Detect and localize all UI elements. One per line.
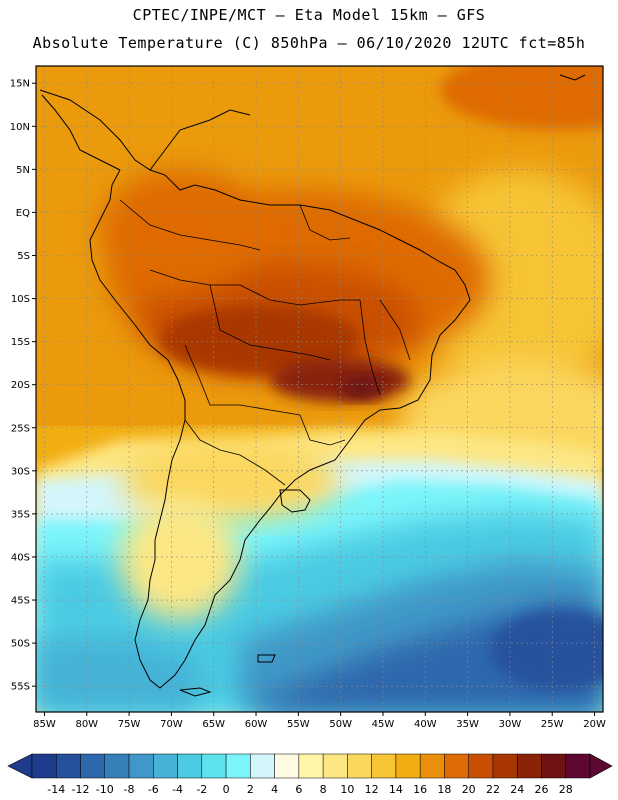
colorbar-swatch [395,753,421,779]
colorbar-label: 4 [271,783,278,796]
lon-tick-label: 80W [75,719,98,730]
colorbar-swatch [104,753,130,779]
colorbar-label: 14 [389,783,403,796]
colorbar-label: 18 [437,783,451,796]
colorbar-label: 10 [340,783,354,796]
colorbar-swatch [444,753,469,779]
colorbar-label: -14 [47,783,65,796]
colorbar-swatch [225,753,251,779]
colorbar-swatch [322,753,348,779]
lat-tick-label: 15N [10,79,30,90]
colorbar-label: -2 [196,783,207,796]
lon-tick-label: 20W [583,719,606,730]
colorbar-label: 8 [320,783,327,796]
colorbar-label: -4 [172,783,183,796]
lat-tick-label: 40S [11,552,30,563]
colorbar-swatch [565,753,591,779]
lat-tick-label: 20S [11,380,30,391]
colorbar-swatch [516,753,542,779]
lat-tick-label: 25S [11,423,30,434]
lon-tick-label: 55W [287,719,310,730]
colorbar-label: -12 [72,783,90,796]
temperature-field [36,66,603,712]
lat-tick-label: 10N [10,122,30,133]
colorbar-swatch [177,753,203,779]
lat-tick-label: 5S [17,251,30,262]
lat-tick-label: 35S [11,509,30,520]
lat-tick-label: 15S [11,337,30,348]
map-title-line-1: CPTEC/INPE/MCT – Eta Model 15km – GFS [132,6,486,24]
lon-tick-label: 85W [33,719,56,730]
colorbar-label: -10 [96,783,114,796]
colorbar-swatch [80,753,106,779]
lon-tick-label: 50W [329,719,352,730]
longitude-axis: 85W 80W 75W 70W 65W 60W 55W 50W 45W 40W 35W 30W 25W 2… [33,712,606,730]
colorbar-label: 20 [462,783,476,796]
map-title-line-2: Absolute Temperature (C) 850hPa – 06/10/… [32,34,586,52]
colorbar-label: 12 [365,783,379,796]
colorbar-label: 16 [413,783,427,796]
colorbar-swatch [468,753,494,779]
colorbar-swatch [31,753,57,779]
colorbar-label: -8 [124,783,135,796]
lon-tick-label: 30W [499,719,522,730]
coastline-outline [39,74,586,697]
colorbar-labels: -14 -12 -10 -8 -6 -4 -2 0 2 4 6 8 10 12 14 16 18 20 22 24 26… [47,783,572,796]
colorbar-label: 28 [559,783,573,796]
colorbar-swatch [56,753,81,779]
colorbar-swatch [250,753,275,779]
lon-tick-label: 40W [414,719,437,730]
lon-tick-label: 25W [541,719,564,730]
colorbar-swatch [153,753,178,779]
latitude-axis: 15N 10N 5N EQ 5S 10S 15S 20S 25S 30S 35S 40S 45S 50S 5… [10,79,36,693]
lon-tick-label: 70W [160,719,183,730]
colorbar-swatch [347,753,372,779]
lat-tick-label: EQ [16,208,30,219]
lon-tick-label: 35W [456,719,479,730]
lat-tick-label: 50S [11,639,30,650]
colorbar-label: 26 [534,783,548,796]
colorbar-swatch [274,753,300,779]
colorbar-swatches [7,753,613,779]
lon-tick-label: 45W [372,719,395,730]
colorbar-under-arrow [7,753,33,779]
colorbar-swatch [371,753,397,779]
lon-tick-label: 75W [118,719,141,730]
lon-tick-label: 65W [202,719,225,730]
colorbar-swatch [201,753,227,779]
colorbar-swatch [541,753,566,779]
colorbar-label: 0 [223,783,230,796]
lat-tick-label: 30S [11,466,30,477]
lon-tick-label: 60W [245,719,268,730]
colorbar-swatch [419,753,445,779]
colorbar-label: 22 [486,783,500,796]
lat-tick-label: 5N [16,165,30,176]
colorbar-swatch [492,753,518,779]
colorbar-label: -6 [148,783,159,796]
colorbar-label: 6 [295,783,302,796]
map-frame [35,65,604,713]
lat-tick-label: 10S [11,294,30,305]
colorbar-label: 2 [247,783,254,796]
lat-tick-label: 55S [11,682,30,693]
colorbar-swatch [128,753,154,779]
colorbar-over-arrow [589,753,613,779]
colorbar-swatch [298,753,324,779]
temperature-colorbar: -14 -12 -10 -8 -6 -4 -2 0 2 4 6 8 10 12 14 16 18 20 22 24 26… [7,753,613,796]
country-borders [119,199,411,486]
colorbar-label: 24 [510,783,524,796]
lat-tick-label: 45S [11,596,30,607]
